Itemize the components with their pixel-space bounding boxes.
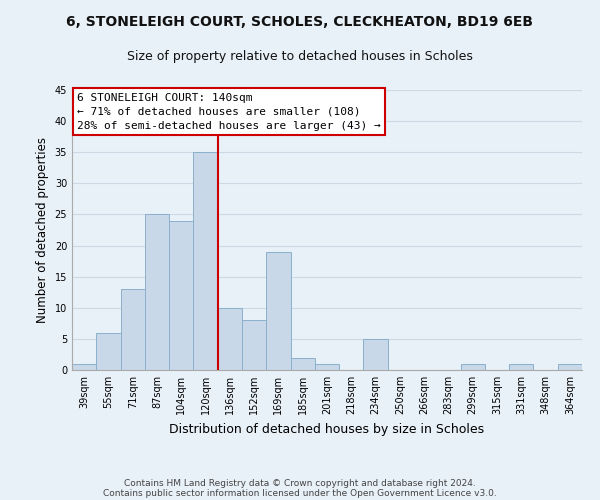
- Bar: [193, 152, 218, 370]
- Y-axis label: Number of detached properties: Number of detached properties: [36, 137, 49, 323]
- Bar: [558, 364, 582, 370]
- Text: Size of property relative to detached houses in Scholes: Size of property relative to detached ho…: [127, 50, 473, 63]
- Bar: [218, 308, 242, 370]
- Bar: [315, 364, 339, 370]
- Bar: [266, 252, 290, 370]
- Text: 6, STONELEIGH COURT, SCHOLES, CLECKHEATON, BD19 6EB: 6, STONELEIGH COURT, SCHOLES, CLECKHEATO…: [67, 15, 533, 29]
- Bar: [96, 332, 121, 370]
- Text: Contains public sector information licensed under the Open Government Licence v3: Contains public sector information licen…: [103, 488, 497, 498]
- X-axis label: Distribution of detached houses by size in Scholes: Distribution of detached houses by size …: [169, 422, 485, 436]
- Bar: [242, 320, 266, 370]
- Text: Contains HM Land Registry data © Crown copyright and database right 2024.: Contains HM Land Registry data © Crown c…: [124, 478, 476, 488]
- Bar: [145, 214, 169, 370]
- Bar: [509, 364, 533, 370]
- Bar: [364, 339, 388, 370]
- Bar: [169, 220, 193, 370]
- Bar: [121, 289, 145, 370]
- Text: 6 STONELEIGH COURT: 140sqm
← 71% of detached houses are smaller (108)
28% of sem: 6 STONELEIGH COURT: 140sqm ← 71% of deta…: [77, 93, 381, 131]
- Bar: [461, 364, 485, 370]
- Bar: [290, 358, 315, 370]
- Bar: [72, 364, 96, 370]
